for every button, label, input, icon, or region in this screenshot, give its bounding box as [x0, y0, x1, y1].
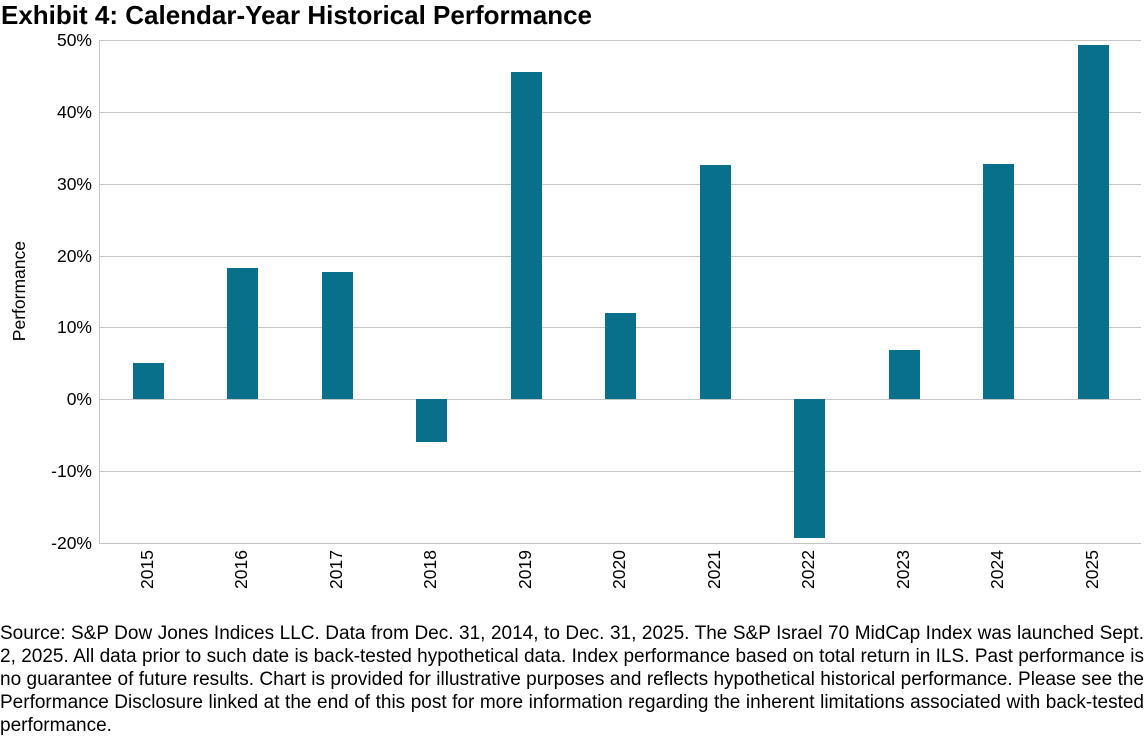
bar-chart: Performance 50% 40% 30% 20% 10% 0% -10% -20% 201… [9, 30, 1141, 589]
x-tick-label: 2015 [136, 550, 157, 589]
x-tick-label: 2020 [609, 550, 629, 589]
x-tick-label: 2022 [798, 550, 818, 589]
plot-area [99, 40, 1141, 544]
y-tick-label: -20% [51, 533, 92, 553]
x-tick-label: 2024 [987, 550, 1007, 589]
bar-2016 [227, 267, 258, 400]
y-tick-label: 50% [56, 30, 92, 50]
bar-2023 [888, 349, 920, 400]
gridline [100, 471, 1141, 473]
gridline [100, 111, 1141, 113]
bar-2017 [321, 272, 353, 400]
y-tick-label: 0% [66, 389, 92, 410]
x-tick-label: 2019 [514, 550, 535, 589]
gridline [100, 255, 1141, 257]
x-tick-label: 2017 [325, 550, 346, 589]
bar-2022 [794, 399, 825, 538]
bar-2018 [416, 399, 447, 443]
bar-2024 [983, 164, 1014, 400]
y-tick-label: -10% [51, 461, 92, 482]
gridline [100, 399, 1141, 401]
y-tick-label: 40% [56, 101, 92, 122]
x-tick-label: 2025 [1081, 550, 1102, 589]
y-tick-label: 10% [56, 317, 92, 338]
y-tick-label: 30% [56, 173, 92, 194]
gridline [100, 40, 1141, 41]
y-tick-label: 20% [56, 245, 92, 266]
bar-2025 [1077, 45, 1109, 400]
gridline [100, 183, 1141, 185]
x-tick-label: 2016 [231, 550, 251, 589]
bar-2015 [132, 363, 164, 400]
bar-2020 [605, 313, 636, 400]
x-tick-label: 2021 [703, 550, 724, 589]
source-note: Source: S&P Dow Jones Indices LLC. Data … [0, 623, 1144, 736]
chart-title: Exhibit 4: Calendar-Year Historical Perf… [1, 0, 592, 30]
x-tick-label: 2023 [892, 550, 913, 589]
bar-2019 [510, 71, 542, 400]
bar-2021 [699, 165, 731, 400]
x-tick-label: 2018 [420, 550, 440, 589]
